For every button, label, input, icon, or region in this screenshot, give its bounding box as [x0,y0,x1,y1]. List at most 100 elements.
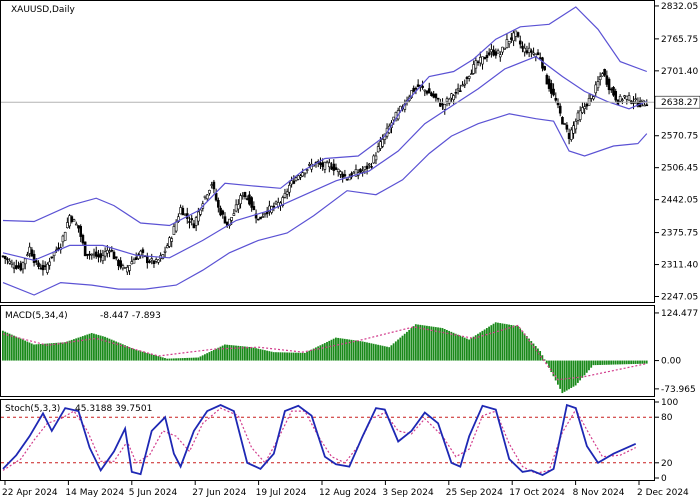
price-bar-body [17,265,20,268]
macd-histogram-bar [328,340,331,361]
price-bar-body [439,102,442,107]
macd-histogram-bar [272,352,275,361]
macd-histogram-bar [437,327,439,361]
price-bar-body [572,125,575,134]
price-bar-body [108,250,111,253]
price-bar-body [441,103,444,106]
macd-histogram-bar [335,337,337,361]
macd-histogram-bar [159,356,162,361]
price-bar-body [414,87,418,90]
price-bar-body [323,161,327,170]
price-bar-body [34,260,38,263]
price-bar-body [478,57,482,64]
price-bar-body [274,201,278,205]
price-bar-body [348,177,351,181]
stoch-label: Stoch(5,3,3) [5,404,60,414]
price-bar-body [203,195,207,198]
macd-histogram-bar [170,358,173,361]
price-bar-body [490,49,493,53]
price-bar-body [514,30,518,37]
price-axis-tick-label: 2247.05 [661,293,698,303]
price-bar-body [66,222,69,228]
price-bar-body [79,226,82,237]
price-bar-body [609,88,613,91]
macd-histogram-bar [363,341,366,361]
price-bar-body [376,146,380,153]
macd-histogram-bar [359,341,362,361]
price-bar-body [634,98,638,101]
macd-histogram-bar [332,338,335,361]
price-bar-body [381,139,384,147]
price-bar-body [370,166,373,168]
x-axis-tick-label: 27 Jun 2024 [192,488,246,498]
price-bar-body [10,262,14,265]
macd-histogram-bar [357,340,359,361]
macd-histogram-bar [37,344,40,361]
macd-histogram-bar [386,346,388,361]
macd-histogram-bar [423,325,426,361]
price-bar-body [330,166,333,170]
macd-histogram-bar [90,333,93,361]
macd-histogram-bar [248,346,251,361]
price-bar-body [532,52,535,55]
macd-histogram-bar [141,351,144,361]
price-bar-body [37,262,40,267]
price-bar-body [15,265,18,269]
macd-signal-line [2,324,647,381]
macd-histogram-bar [570,360,573,388]
price-bar-body [237,204,240,210]
price-bar-body [550,83,553,94]
price-bar-body [379,141,382,149]
macd-histogram-bar [410,328,413,361]
macd-histogram-bar [510,324,513,361]
price-bar-body [123,267,127,269]
price-bar-body [21,262,25,270]
price-bar-body [263,213,267,216]
macd-histogram-bar [39,344,42,361]
macd-histogram-bar [30,343,33,361]
macd-histogram-bar [592,360,595,366]
macd-histogram-bar [70,339,73,361]
macd-histogram-bar [192,357,195,361]
macd-histogram-bar [88,333,91,361]
macd-histogram-bar [394,341,397,361]
macd-histogram-bar [110,339,113,361]
x-axis-tick-label: 5 Jun 2024 [129,488,178,498]
price-bar-body [168,237,171,247]
macd-histogram-bar [512,325,515,361]
macd-histogram-bar [155,355,157,361]
price-bar-body [299,175,302,178]
price-bar-body [541,57,544,69]
price-bar-body [352,171,356,174]
price-bar-body [581,107,584,113]
price-bar-body [150,258,154,261]
price-axis-tick-label: 2375.75 [661,229,698,239]
x-axis-tick-label: 3 Sep 2024 [382,488,434,498]
price-bar-body [106,250,109,254]
macd-histogram-bar [48,343,51,361]
macd-histogram-bar [206,353,209,361]
price-bar-body [336,168,340,173]
price-bar-body [292,180,296,184]
macd-histogram-bar [188,357,191,361]
macd-histogram-bar [190,357,193,361]
macd-histogram-bar [337,337,340,361]
macd-histogram-bar [2,330,4,361]
macd-histogram-bar [643,360,646,364]
macd-histogram-bar [563,360,566,392]
price-bar-body [23,258,27,265]
price-bar-body [179,207,182,215]
macd-histogram-bar [572,360,575,387]
price-bar-body [94,251,98,257]
macd-histogram-bar [97,334,100,361]
macd-histogram-bar [121,344,124,361]
macd-histogram-bar [530,341,533,361]
x-axis-tick-label: 22 Apr 2024 [2,488,58,498]
macd-histogram-bar [139,351,142,361]
macd-histogram-bar [612,360,615,365]
price-bar-body [174,221,178,232]
price-bar-body [183,213,187,216]
macd-histogram-bar [243,346,246,361]
price-bar-body [239,195,242,205]
macd-histogram-bar [641,360,644,364]
